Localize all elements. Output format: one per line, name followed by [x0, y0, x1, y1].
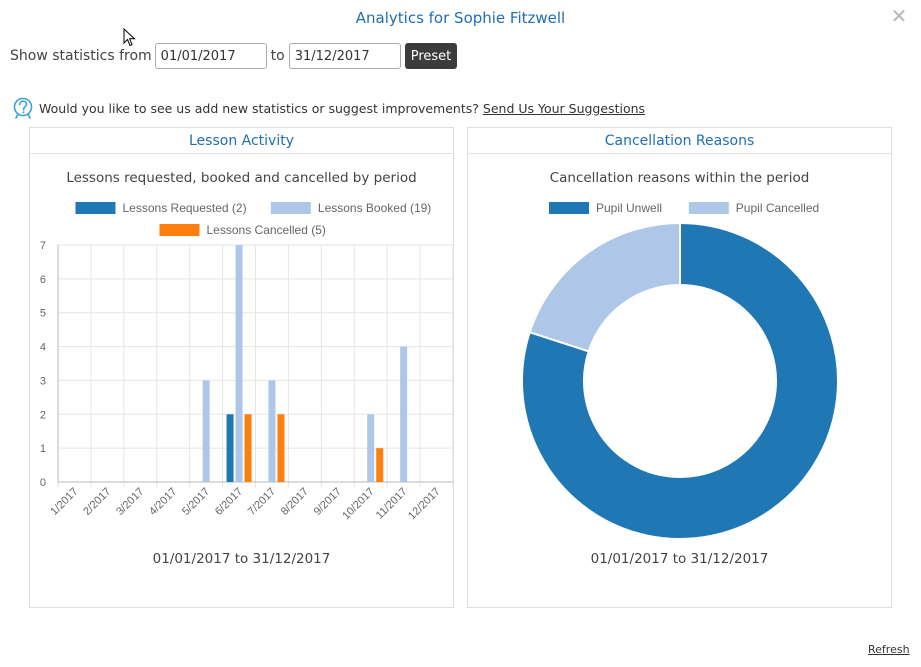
cancel-chart-title: Cancellation reasons within the period: [549, 170, 810, 186]
bar: [235, 245, 243, 482]
bar: [226, 414, 234, 482]
legend-label: Lessons Booked (19): [318, 201, 431, 215]
lesson-chart-range: 01/01/2017 to 31/12/2017: [152, 551, 331, 567]
help-bulb-icon: [13, 97, 33, 119]
bar: [244, 414, 252, 482]
y-tick-label: 7: [40, 240, 46, 252]
suggestion-bar: Would you like to see us add new statist…: [12, 97, 645, 119]
legend-swatch: [688, 202, 729, 214]
refresh-link[interactable]: Refresh: [868, 643, 910, 656]
page-title: Analytics for Sophie Fitzwell: [355, 9, 566, 27]
mouse-cursor-icon: [123, 28, 136, 47]
cancellation-reasons-heading: Cancellation Reasons: [468, 128, 891, 154]
pie-slice: [521, 221, 839, 540]
lesson-activity-chart: Lessons Requested (2) Lessons Booked (19)…: [40, 201, 453, 523]
y-tick-label: 6: [40, 274, 46, 286]
x-tick-label: 9/2017: [312, 486, 344, 518]
legend-swatch: [549, 202, 589, 214]
bar: [268, 380, 276, 482]
from-date-input[interactable]: [154, 43, 267, 69]
lesson-activity-panel: Lesson Activity Lessons requested, booke…: [29, 127, 454, 608]
preset-button[interactable]: Preset: [404, 43, 458, 69]
legend-swatch: [270, 202, 311, 214]
y-tick-label: 1: [40, 443, 46, 455]
to-date-input[interactable]: [288, 43, 401, 69]
cancel-chart-range: 01/01/2017 to 31/12/2017: [590, 551, 769, 567]
x-tick-label: 1/2017: [48, 486, 80, 518]
legend-label: Lessons Cancelled (5): [207, 223, 326, 237]
filter-label: Show statistics from: [10, 48, 152, 64]
legend-label: Pupil Cancelled: [736, 201, 819, 215]
bar: [400, 346, 408, 482]
suggestion-text: Would you like to see us add new statist…: [39, 100, 479, 116]
y-tick-label: 0: [40, 477, 46, 489]
bar: [367, 414, 375, 482]
legend-swatch: [75, 202, 116, 214]
legend-label: Pupil Unwell: [596, 201, 662, 215]
lesson-activity-heading: Lesson Activity: [30, 128, 453, 154]
x-tick-label: 5/2017: [180, 486, 212, 518]
x-tick-label: 3/2017: [114, 486, 146, 518]
y-tick-label: 4: [40, 342, 46, 354]
bar: [202, 380, 210, 482]
legend-swatch: [159, 224, 200, 236]
bar: [277, 414, 285, 482]
bar: [376, 448, 384, 482]
y-tick-label: 5: [40, 308, 46, 320]
to-label: to: [270, 48, 285, 64]
x-tick-label: 6/2017: [213, 486, 245, 518]
lesson-chart-title: Lessons requested, booked and cancelled …: [66, 170, 417, 186]
pie-slice: [528, 221, 681, 353]
x-tick-label: 12/2017: [406, 486, 443, 523]
cancellation-reasons-panel: Cancellation Reasons Cancellation reason…: [467, 127, 892, 608]
x-tick-label: 4/2017: [147, 486, 179, 518]
x-tick-label: 7/2017: [246, 486, 278, 518]
send-suggestions-link[interactable]: Send Us Your Suggestions: [482, 100, 646, 116]
x-tick-label: 2/2017: [81, 486, 113, 518]
legend-label: Lessons Requested (2): [123, 201, 247, 215]
x-tick-label: 10/2017: [340, 486, 377, 523]
x-tick-label: 11/2017: [374, 486, 410, 522]
close-icon[interactable]: ✕: [890, 4, 908, 28]
y-tick-label: 3: [40, 375, 46, 387]
date-filter: Show statistics from to Preset: [10, 42, 458, 70]
y-tick-label: 2: [40, 409, 46, 421]
cancellation-reasons-chart: Pupil Unwell Pupil Cancelled: [521, 201, 839, 540]
x-tick-label: 8/2017: [279, 486, 311, 518]
